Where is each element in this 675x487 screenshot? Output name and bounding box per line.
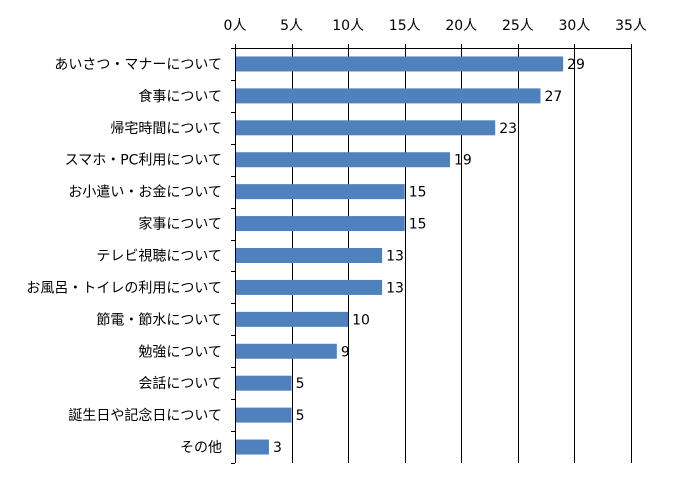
x-tick-label: 0人 — [224, 18, 247, 34]
category-label: 帰宅時間について — [110, 120, 222, 137]
x-tick-label: 10人 — [332, 18, 364, 34]
data-label: 13 — [386, 280, 404, 296]
category-label: 勉強について — [138, 344, 222, 360]
category-label: 会話について — [138, 375, 222, 392]
data-label: 19 — [454, 153, 472, 169]
data-label: 5 — [296, 376, 305, 392]
x-tick-label: 5人 — [280, 18, 303, 34]
data-label: 29 — [567, 57, 585, 73]
category-label: あいさつ・マナーについて — [54, 57, 222, 73]
axes — [231, 44, 632, 464]
data-label: 9 — [341, 344, 350, 360]
bar — [236, 120, 496, 136]
bar — [236, 311, 349, 327]
data-label: 15 — [409, 185, 427, 201]
bar — [236, 375, 292, 391]
bar — [236, 88, 541, 104]
data-label: 10 — [352, 312, 370, 328]
bar — [236, 152, 450, 168]
data-label: 3 — [273, 440, 282, 456]
category-label: 節電・節水について — [96, 311, 222, 328]
category-label: スマホ・PC利用について — [65, 153, 222, 169]
bar — [236, 184, 405, 200]
bar — [236, 343, 337, 359]
bar — [236, 407, 292, 423]
data-label: 23 — [499, 121, 517, 137]
category-label: その他 — [180, 440, 222, 456]
category-label: 誕生日や記念日について — [68, 407, 222, 424]
category-label: お小遣い・お金について — [68, 185, 222, 201]
category-label: 食事について — [138, 88, 222, 105]
x-tick-label: 25人 — [502, 18, 534, 34]
data-label: 27 — [544, 89, 562, 105]
bar — [236, 248, 383, 263]
x-tick-label: 35人 — [615, 18, 647, 34]
x-tick-label: 30人 — [559, 18, 591, 34]
grid-lines — [292, 48, 632, 463]
data-label: 5 — [296, 408, 305, 424]
category-label: テレビ視聴について — [96, 249, 222, 265]
bars — [236, 56, 564, 455]
category-label: お風呂・トイレの利用について — [26, 280, 222, 296]
data-label: 13 — [386, 249, 404, 265]
category-label: 家事について — [138, 216, 222, 233]
data-label: 15 — [409, 217, 427, 233]
x-tick-label: 20人 — [445, 18, 477, 34]
bar — [236, 439, 269, 455]
bar — [236, 216, 405, 232]
x-tick-label: 15人 — [389, 18, 421, 34]
bar — [236, 56, 564, 72]
bar — [236, 279, 383, 295]
